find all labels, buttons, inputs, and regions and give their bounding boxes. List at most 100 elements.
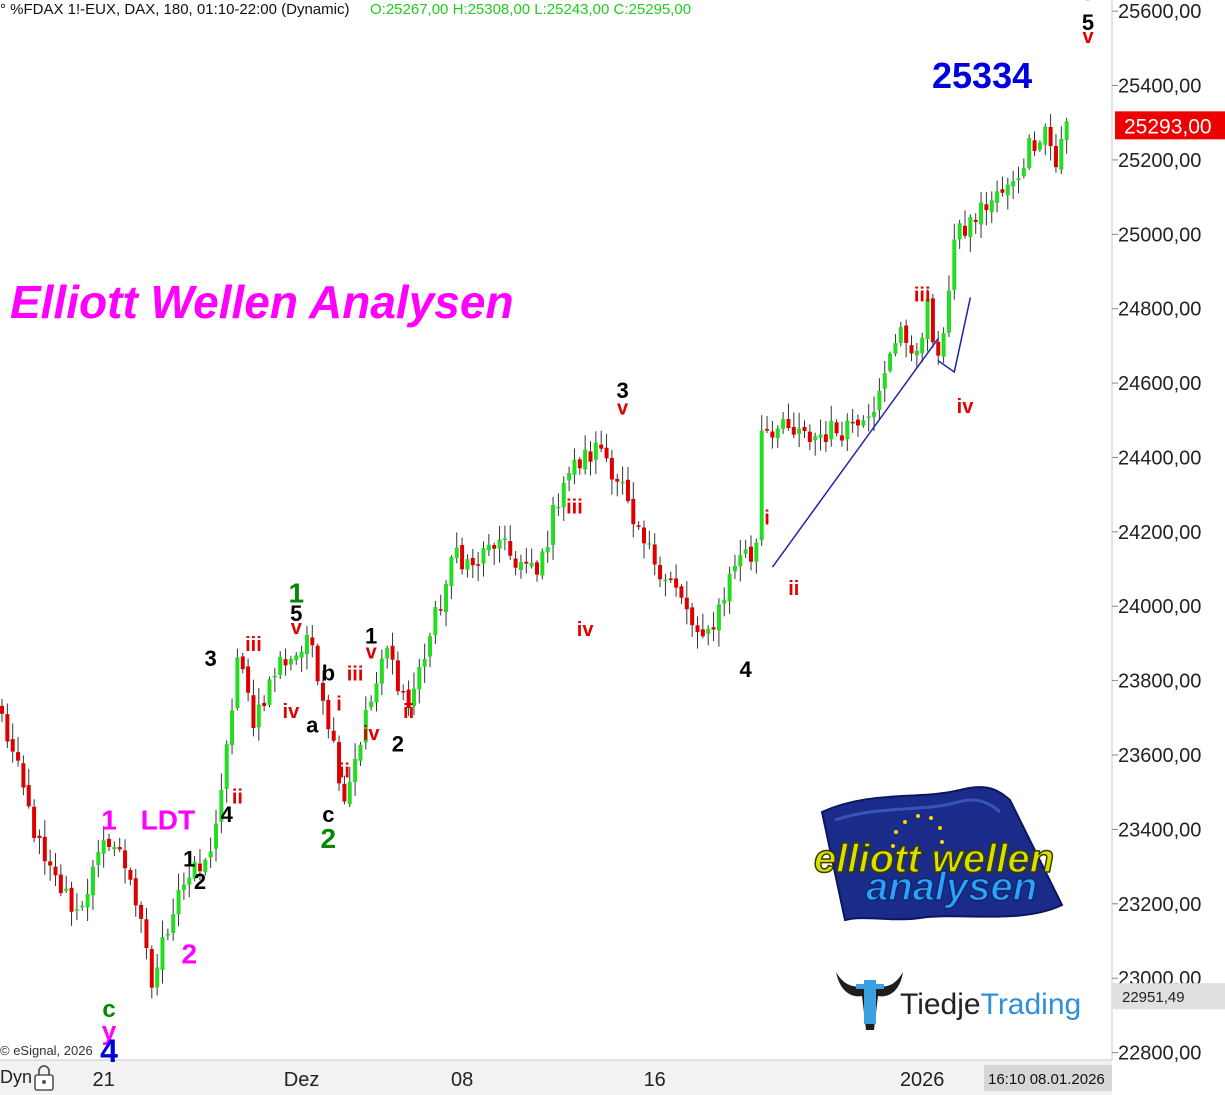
wave-label: 1 [183,847,195,872]
candle-down [240,656,245,670]
candle-up [663,579,668,582]
candle-up [979,202,984,225]
elliott-wellen-logo: elliott wellen analysen [813,786,1064,922]
y-tick-label: 24200,00 [1118,522,1201,544]
candle-down [674,578,679,588]
candle-up [877,390,882,410]
candle-down [326,699,331,730]
candle-down [1053,146,1058,168]
logo-line1: elliott wellen [814,837,1054,881]
candle-up [593,442,598,460]
candle-down [770,431,775,438]
x-tick-label: 16 [644,1069,666,1091]
candle-up [112,846,117,850]
candle-up [417,667,422,690]
candle-up [743,549,748,554]
candle-down [390,645,395,660]
candle-up [995,191,1000,203]
y-tick-label: 25000,00 [1118,224,1201,246]
wave-label: 5 [1082,10,1094,35]
candle-up [230,710,235,746]
candle-down [133,878,138,906]
candle-down [535,562,539,575]
logo-line2: analysen [866,865,1037,909]
candle-down [834,422,839,434]
candle-up [64,888,69,891]
candle-up [941,333,946,357]
candle-down [128,869,133,880]
candle-up [160,937,165,970]
candle-down [26,785,31,807]
candle-up [481,548,486,564]
candle-up [304,634,309,654]
candle-up [444,584,449,612]
candle-up [829,420,834,440]
candle-down [262,702,267,707]
candle-up [428,636,432,657]
candle-down [107,838,111,847]
candle-up [556,506,561,509]
candle-up [101,840,106,854]
wave-label: 3 [616,378,628,403]
candle-up [567,473,572,481]
candle-down [930,298,935,343]
wave-label: y [102,1016,117,1046]
candle-down [1000,189,1005,193]
bull-icon [836,972,903,1030]
candle-down [963,225,967,236]
candle-up [813,436,818,441]
candle-up [267,679,272,705]
candle-up [545,547,550,553]
wave-label: 4 [100,1033,118,1069]
candle-up [952,239,957,290]
y-tick-label: 23200,00 [1118,894,1201,916]
wave-label: v [291,617,303,639]
wave-label: iii [245,634,262,656]
x-tick-label: 08 [451,1069,473,1091]
wave-label: iv [957,396,975,418]
header-symbol: ° %FDAX 1!-EUX, DAX, 180, 01:10-22:00 (D… [0,1,349,18]
candle-down [690,607,695,626]
trendlines [771,297,972,568]
lock-icon[interactable] [34,1065,54,1091]
candle-down [695,625,700,632]
candle-down [476,564,481,566]
candle-down [615,478,620,482]
candle-up [797,428,802,434]
candle-up [1064,121,1069,141]
candle-down [470,557,475,566]
candle-up [882,372,887,389]
candle-down [0,705,4,714]
candle-up [203,859,208,873]
candle-up [727,573,732,602]
candle-up [454,547,459,559]
candle-up [754,542,759,562]
wave-label: iv [577,619,595,641]
candle-down [283,659,288,666]
candle-up [90,866,95,896]
candle-down [850,421,855,424]
candle-up [920,337,925,354]
candle-up [540,551,545,576]
candle-down [973,219,978,223]
wave-label: v [366,641,378,663]
candle-up [898,327,903,343]
candle-down [577,459,582,469]
candle-up [529,562,534,567]
timestamp-box [984,1065,1112,1091]
candles [0,114,1069,999]
candle-up [1011,181,1016,187]
wave-label: iii [347,664,364,686]
wave-label: a [306,713,319,738]
wave-label: ii [403,701,414,723]
candle-up [1005,184,1010,196]
candle-up [272,675,277,678]
candle-down [524,561,529,564]
candle-up [738,555,743,567]
wave-label: 4 [221,802,234,827]
candle-down [588,451,593,462]
candle-down [1032,140,1037,152]
wave-label: 5 [290,601,302,626]
candle-up [572,459,577,475]
wave-label: v [617,398,629,420]
